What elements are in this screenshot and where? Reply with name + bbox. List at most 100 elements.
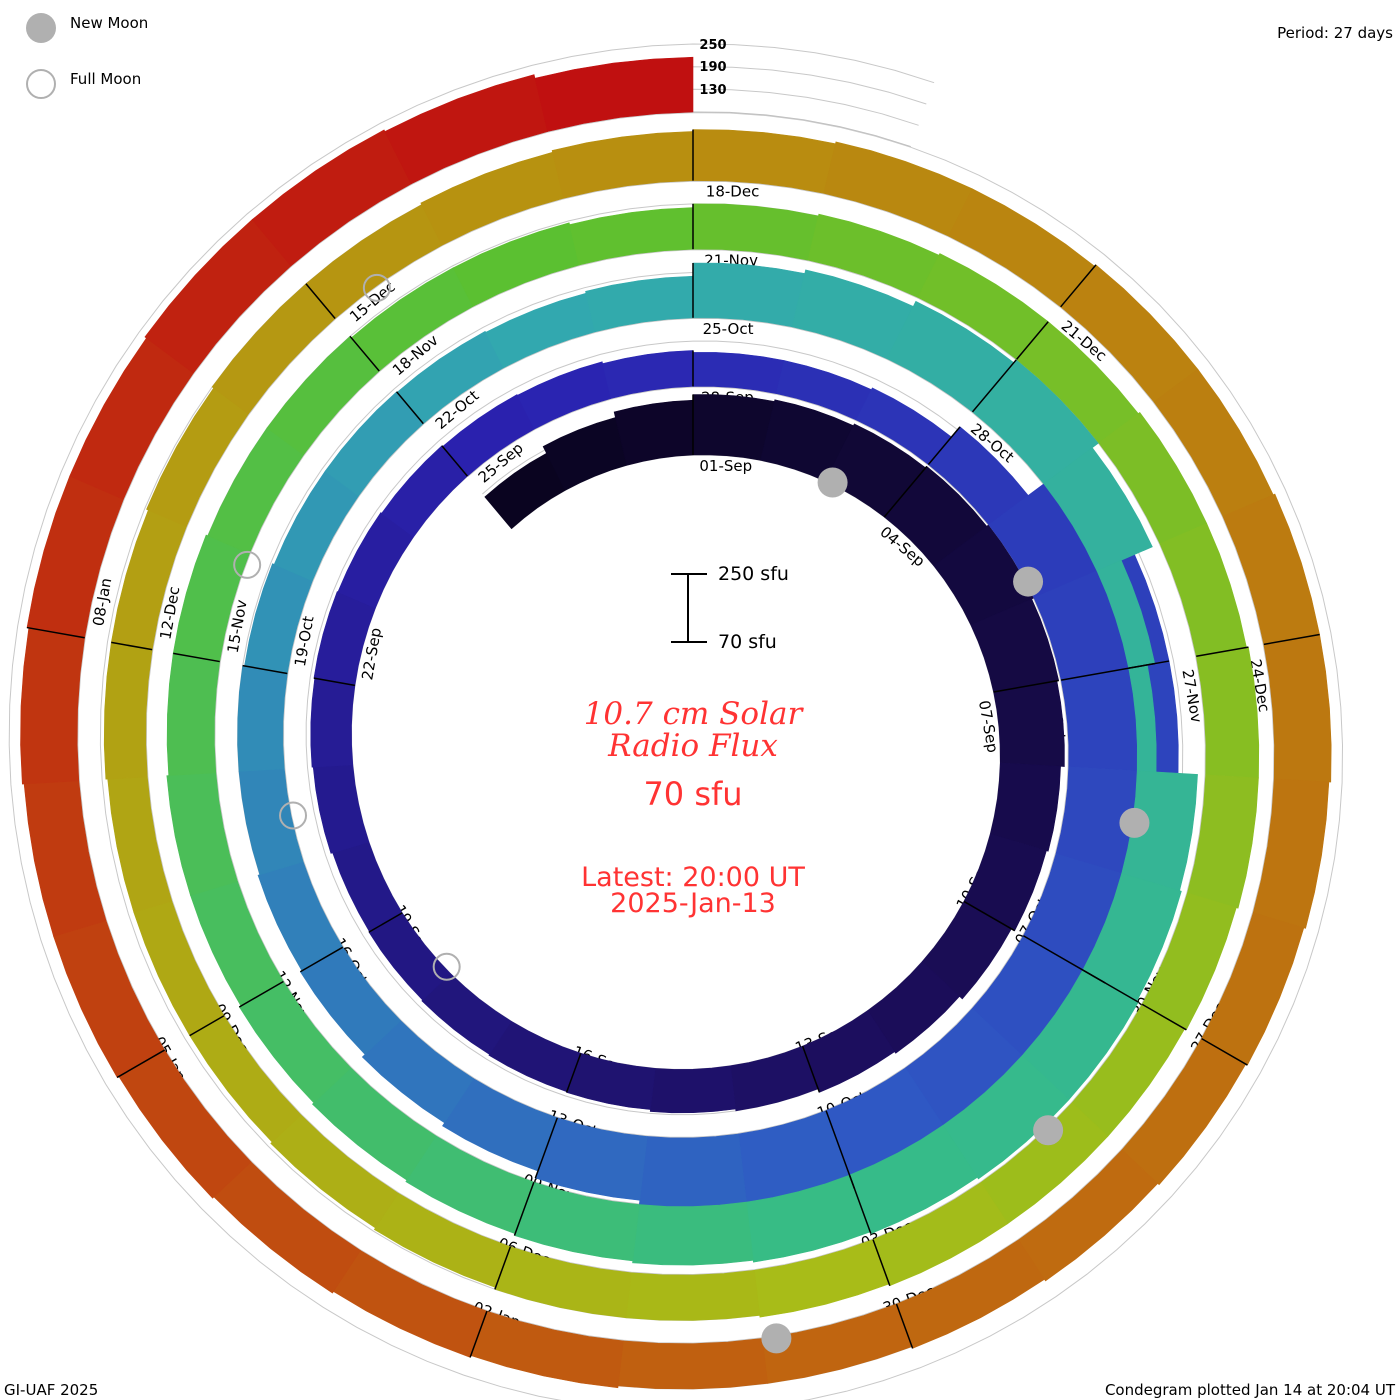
- flux-bar: [692, 262, 806, 328]
- date-tick: [872, 1239, 891, 1286]
- flux-bar: [488, 1020, 582, 1093]
- flux-bar: [1121, 1038, 1247, 1186]
- date-tick: [534, 1117, 559, 1179]
- flux-bar: [1018, 1149, 1159, 1282]
- flux-bar: [20, 627, 85, 785]
- flux-bar: [421, 973, 512, 1055]
- flux-bar: [933, 524, 1034, 626]
- flux-bar: [337, 512, 414, 609]
- date-tick: [494, 1246, 512, 1290]
- flux-bar: [485, 292, 596, 369]
- date-tick: [299, 946, 344, 973]
- flux-bar: [551, 131, 694, 199]
- full-moon-marker: [362, 273, 391, 302]
- ref-level-250: 250: [699, 38, 726, 53]
- flux-bar: [172, 534, 250, 662]
- flux-bar: [638, 1133, 748, 1211]
- date-tick: [883, 465, 928, 518]
- date-tick: [313, 677, 355, 687]
- date-label: 25-Oct: [703, 320, 754, 338]
- flux-bar: [313, 591, 376, 686]
- ref-level-190: 190: [699, 60, 726, 75]
- date-tick: [513, 1181, 535, 1236]
- date-label: 18-Dec: [706, 183, 760, 201]
- flux-bar: [381, 445, 468, 538]
- date-tick: [396, 391, 424, 425]
- flux-bar: [516, 361, 612, 430]
- flux-bar: [270, 1114, 399, 1229]
- flux-bar: [872, 1182, 1009, 1287]
- flux-bar: [963, 833, 1047, 932]
- flux-bar: [632, 1201, 754, 1266]
- flux-bar: [452, 222, 580, 307]
- date-tick: [116, 1049, 165, 1079]
- moon-markers: [233, 273, 1150, 1354]
- flux-bar: [107, 776, 173, 913]
- date-tick: [111, 641, 153, 651]
- date-tick: [242, 664, 288, 675]
- date-tick: [565, 1053, 582, 1093]
- flux-bar: [534, 56, 694, 132]
- date-tick: [1141, 1003, 1187, 1031]
- flux-bar: [396, 330, 504, 425]
- flux-bar: [1187, 774, 1259, 909]
- date-tick: [927, 426, 961, 465]
- period-label: Period: 27 days: [1277, 24, 1393, 42]
- chart-title-box: 10.7 cm Solar Radio Flux: [584, 698, 803, 762]
- flux-bar: [993, 680, 1065, 767]
- flux-bar: [625, 1269, 761, 1321]
- flux-bar: [311, 1067, 437, 1181]
- date-tick: [173, 652, 220, 663]
- flux-bar: [442, 1078, 558, 1172]
- flux-bar: [166, 653, 221, 776]
- flux-bar: [310, 677, 356, 768]
- date-tick: [1128, 662, 1155, 669]
- full-moon-legend-icon: [26, 69, 56, 99]
- date-tick: [238, 980, 284, 1008]
- latest-date: 2025-Jan-13: [610, 888, 776, 919]
- ref-level-130: 130: [699, 83, 726, 98]
- flux-bar: [617, 1338, 768, 1390]
- date-tick: [963, 900, 1016, 932]
- date-tick: [1082, 969, 1139, 1003]
- flux-bar: [257, 861, 344, 972]
- date-tick: [848, 1174, 872, 1234]
- flux-bar: [238, 768, 304, 876]
- date-tick: [349, 335, 380, 372]
- flux-bar: [896, 1239, 1045, 1349]
- flux-bar: [1043, 447, 1153, 572]
- new-moon-marker: [1119, 807, 1150, 838]
- date-tick: [305, 283, 336, 319]
- date-tick: [469, 1310, 488, 1358]
- flux-bar: [1252, 778, 1330, 929]
- flux-bar: [470, 1310, 624, 1389]
- latest-time: Latest: 20:00 UT: [581, 862, 805, 893]
- flux-bar: [867, 960, 960, 1054]
- date-tick: [1016, 321, 1049, 360]
- flux-bar: [692, 394, 775, 461]
- date-ticks: [26, 129, 1320, 1358]
- flux-bar: [237, 665, 288, 772]
- new-moon-marker: [761, 1323, 792, 1354]
- new-moon-marker: [817, 467, 848, 498]
- flux-bar: [405, 1135, 535, 1235]
- date-label: 01-Sep: [699, 457, 752, 475]
- new-moon-marker: [1013, 566, 1044, 597]
- date-tick: [1201, 1037, 1248, 1066]
- new-moon-legend-icon: [26, 13, 56, 43]
- full-moon-legend-label: Full Moon: [70, 70, 141, 88]
- flux-bar: [921, 900, 1012, 1000]
- date-tick: [1060, 264, 1097, 308]
- flux-bar: [602, 350, 694, 399]
- flux-bar: [442, 394, 535, 477]
- plotted-label: Condegram plotted Jan 14 at 20:04 UT: [1105, 1381, 1396, 1399]
- date-tick: [368, 912, 403, 933]
- date-tick: [26, 626, 85, 639]
- scale-bottom-label: 70 sfu: [718, 631, 777, 653]
- date-tick: [895, 1303, 914, 1349]
- ref-spiral-250: [8, 43, 1344, 1400]
- flux-bar: [166, 772, 238, 896]
- flux-bar: [1201, 912, 1305, 1066]
- flux-bar: [373, 1192, 511, 1288]
